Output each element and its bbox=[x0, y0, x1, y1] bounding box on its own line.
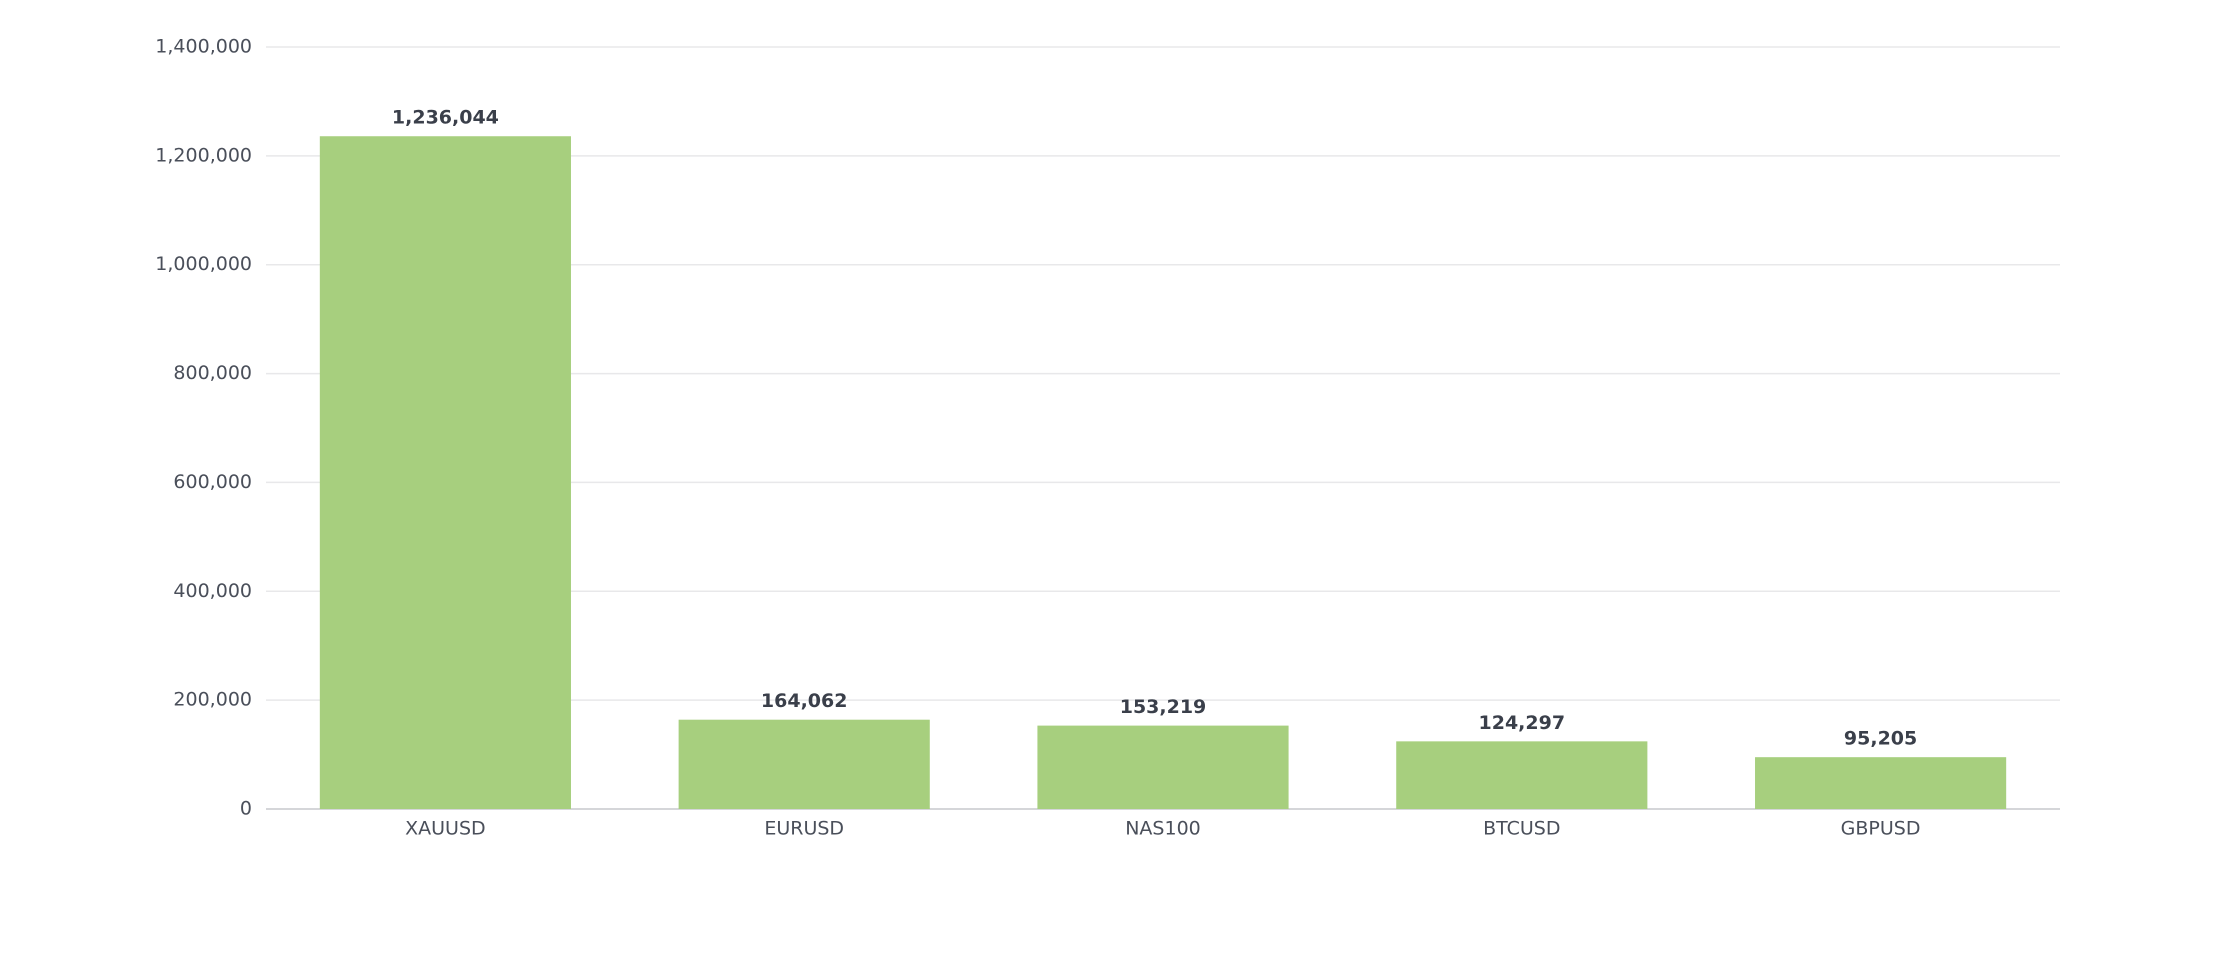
bar bbox=[1037, 725, 1289, 809]
value-label: 164,062 bbox=[761, 690, 848, 712]
x-tick-label: XAUUSD bbox=[405, 818, 486, 840]
value-label: 1,236,044 bbox=[392, 107, 499, 129]
x-tick-label: GBPUSD bbox=[1841, 818, 1921, 840]
y-tick-label: 600,000 bbox=[173, 471, 252, 493]
bar bbox=[319, 136, 571, 810]
y-tick-label: 200,000 bbox=[173, 689, 252, 711]
y-tick-label: 800,000 bbox=[173, 362, 252, 384]
value-label: 95,205 bbox=[1844, 728, 1917, 750]
x-tick-label: NAS100 bbox=[1125, 818, 1201, 840]
value-label: 124,297 bbox=[1479, 712, 1566, 734]
x-tick-label: EURUSD bbox=[764, 818, 844, 840]
value-label: 153,219 bbox=[1120, 696, 1207, 718]
y-tick-label: 1,200,000 bbox=[155, 144, 252, 166]
bar bbox=[1755, 757, 2007, 809]
x-tick-label: BTCUSD bbox=[1483, 818, 1560, 840]
y-tick-label: 1,000,000 bbox=[155, 253, 252, 275]
y-tick-label: 0 bbox=[240, 798, 252, 820]
y-tick-label: 400,000 bbox=[173, 580, 252, 602]
y-tick-label: 1,400,000 bbox=[155, 36, 252, 58]
bar bbox=[1396, 741, 1648, 809]
bar bbox=[678, 719, 930, 809]
